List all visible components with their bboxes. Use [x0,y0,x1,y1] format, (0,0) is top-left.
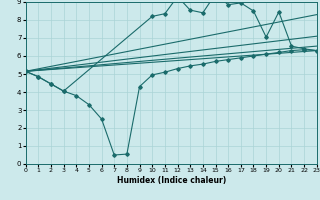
X-axis label: Humidex (Indice chaleur): Humidex (Indice chaleur) [116,176,226,185]
